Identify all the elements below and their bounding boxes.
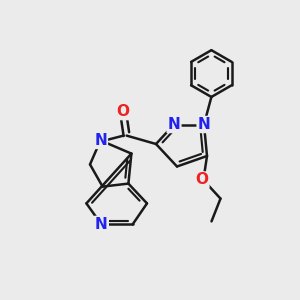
Text: O: O <box>195 172 208 188</box>
Text: N: N <box>94 133 107 148</box>
Text: N: N <box>198 117 210 132</box>
Text: N: N <box>95 217 108 232</box>
Text: O: O <box>116 104 130 119</box>
Text: N: N <box>168 117 180 132</box>
